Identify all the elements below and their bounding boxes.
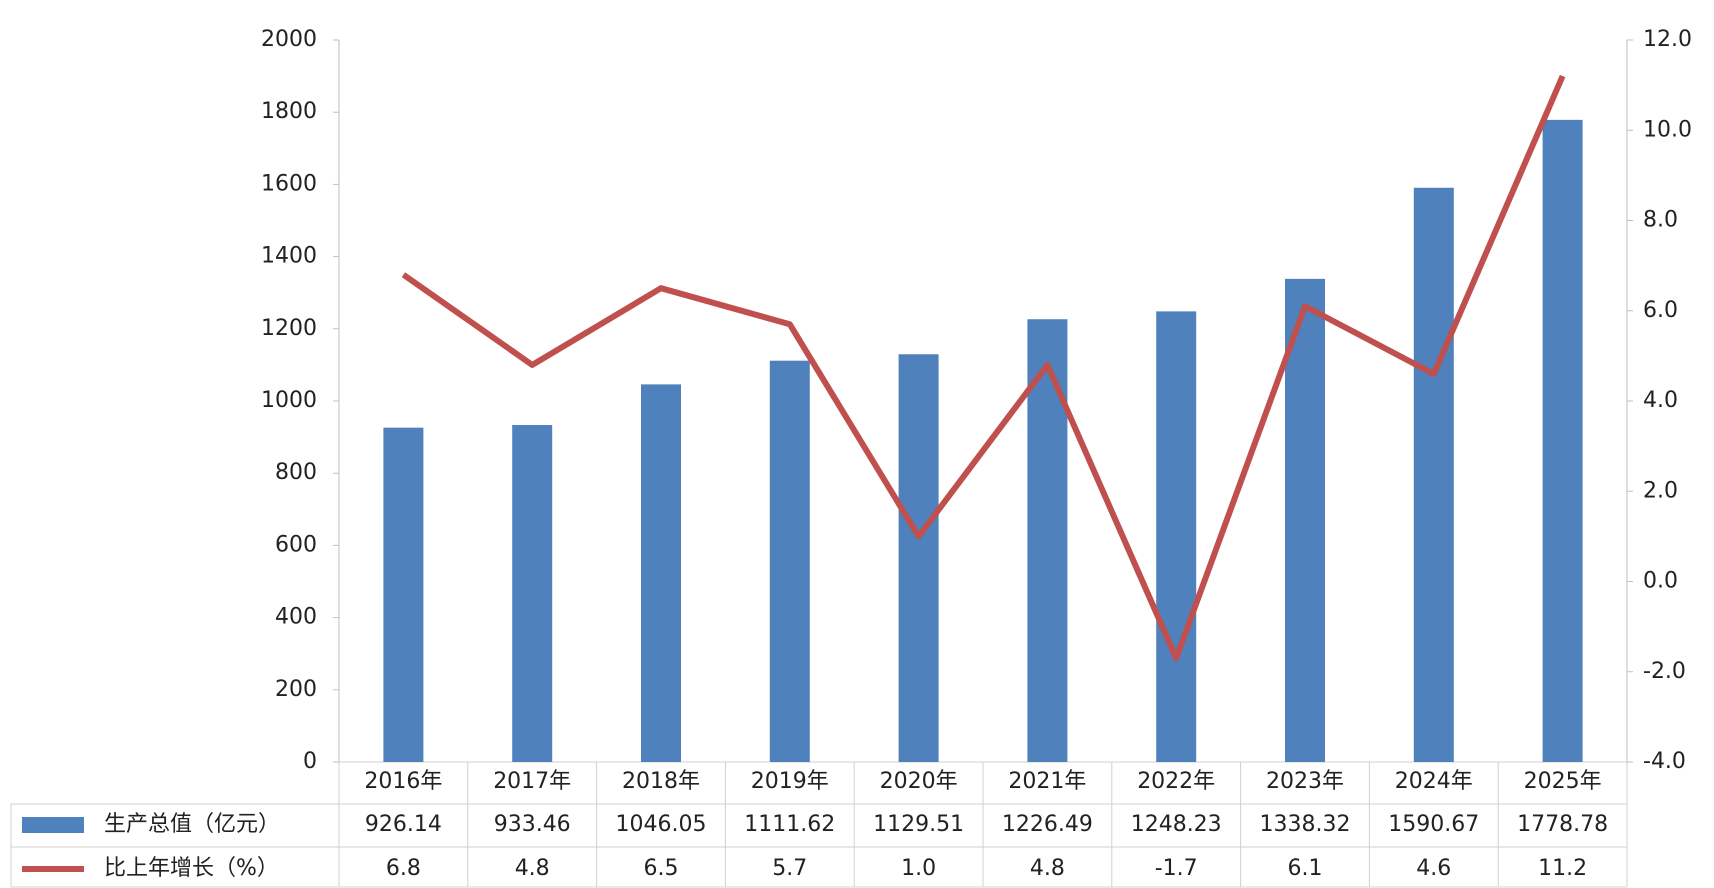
table-value: 6.5: [644, 856, 679, 881]
y2-tick-label: 6.0: [1643, 298, 1678, 323]
y-tick-label: 200: [275, 677, 317, 702]
bar: [1413, 187, 1454, 762]
y2-tick-label: 0.0: [1643, 569, 1678, 594]
y2-tick-label: 4.0: [1643, 388, 1678, 413]
table-value: 1590.67: [1388, 812, 1479, 837]
table-value: 4.8: [515, 856, 550, 881]
y-tick-label: 600: [275, 532, 317, 557]
table-value: 6.1: [1288, 856, 1323, 881]
table-value: 4.6: [1416, 856, 1451, 881]
bar: [1542, 119, 1583, 763]
table-value: 933.46: [494, 812, 571, 837]
legend-label: 比上年增长（%）: [104, 856, 279, 881]
x-tick-label: 2016年: [364, 769, 442, 794]
table-value: 926.14: [365, 812, 442, 837]
x-tick-label: 2020年: [880, 769, 958, 794]
table-value: 1046.05: [616, 812, 707, 837]
y-tick-label: 800: [275, 460, 317, 485]
x-tick-label: 2018年: [622, 769, 700, 794]
x-tick-label: 2022年: [1137, 769, 1215, 794]
y2-tick-label: 12.0: [1643, 27, 1692, 52]
bar: [383, 427, 424, 762]
table-value: -1.7: [1155, 856, 1198, 881]
x-tick-label: 2019年: [751, 769, 829, 794]
y-tick-label: 0: [303, 749, 317, 774]
y-tick-label: 1400: [261, 244, 317, 269]
x-tick-label: 2025年: [1524, 769, 1602, 794]
y-tick-label: 1200: [261, 316, 317, 341]
x-tick-label: 2024年: [1395, 769, 1473, 794]
table-value: 6.8: [386, 856, 421, 881]
table-value: 1778.78: [1517, 812, 1608, 837]
bar: [1156, 311, 1197, 762]
table-value: 4.8: [1030, 856, 1065, 881]
y2-tick-label: -4.0: [1643, 749, 1686, 774]
bar: [512, 425, 553, 762]
y-tick-label: 1600: [261, 171, 317, 196]
table-value: 1248.23: [1131, 812, 1222, 837]
x-tick-label: 2021年: [1008, 769, 1086, 794]
table-value: 11.2: [1538, 856, 1587, 881]
table-value: 1226.49: [1002, 812, 1093, 837]
table-value: 1338.32: [1260, 812, 1351, 837]
table-value: 1129.51: [873, 812, 964, 837]
y-tick-label: 2000: [261, 27, 317, 52]
y-tick-label: 1000: [261, 388, 317, 413]
bar: [1285, 278, 1325, 762]
y2-tick-label: -2.0: [1643, 659, 1686, 684]
bar: [898, 354, 939, 762]
y-tick-label: 400: [275, 605, 317, 630]
bar: [641, 384, 681, 762]
table-value: 5.7: [772, 856, 807, 881]
legend-swatch: [22, 817, 84, 833]
x-tick-label: 2023年: [1266, 769, 1344, 794]
y2-tick-label: 2.0: [1643, 478, 1678, 503]
y2-tick-label: 8.0: [1643, 208, 1678, 233]
table-value: 1111.62: [744, 812, 835, 837]
x-tick-label: 2017年: [493, 769, 571, 794]
y2-tick-label: 10.0: [1643, 117, 1692, 142]
line: [401, 74, 1566, 662]
legend-label: 生产总值（亿元）: [104, 812, 280, 837]
bar: [769, 360, 810, 762]
y-tick-label: 1800: [261, 99, 317, 124]
table-value: 1.0: [901, 856, 936, 881]
